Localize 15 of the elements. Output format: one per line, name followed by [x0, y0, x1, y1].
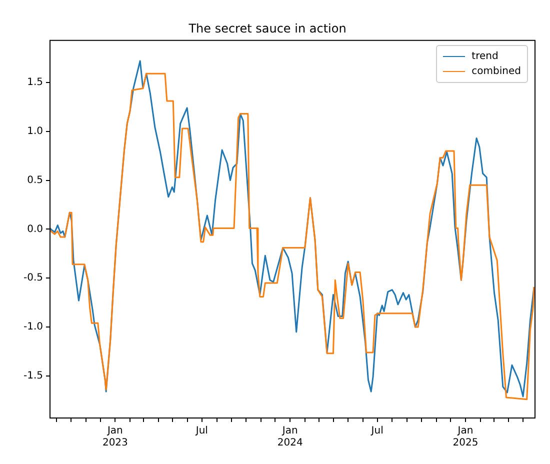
- y-tick-label: -1.5: [23, 370, 43, 382]
- x-tick-label: Jan 2023: [102, 426, 128, 449]
- y-tick-label: -0.5: [23, 272, 43, 284]
- y-tick-label: -1.0: [23, 322, 43, 333]
- y-tick-label: 1.5: [27, 77, 43, 88]
- x-tick-label: Jan 2024: [277, 426, 303, 449]
- legend-label: trend: [472, 51, 498, 62]
- x-tick-label: Jul: [370, 426, 384, 437]
- y-tick-label: 0.0: [27, 224, 43, 235]
- legend-label: combined: [472, 66, 521, 77]
- y-tick-label: 0.5: [27, 174, 43, 186]
- x-tick-label: Jan 2025: [452, 426, 478, 449]
- chart-title: The secret sauce in action: [188, 21, 346, 36]
- y-tick-label: 1.0: [27, 126, 43, 137]
- x-tick-label: Jul: [194, 426, 208, 437]
